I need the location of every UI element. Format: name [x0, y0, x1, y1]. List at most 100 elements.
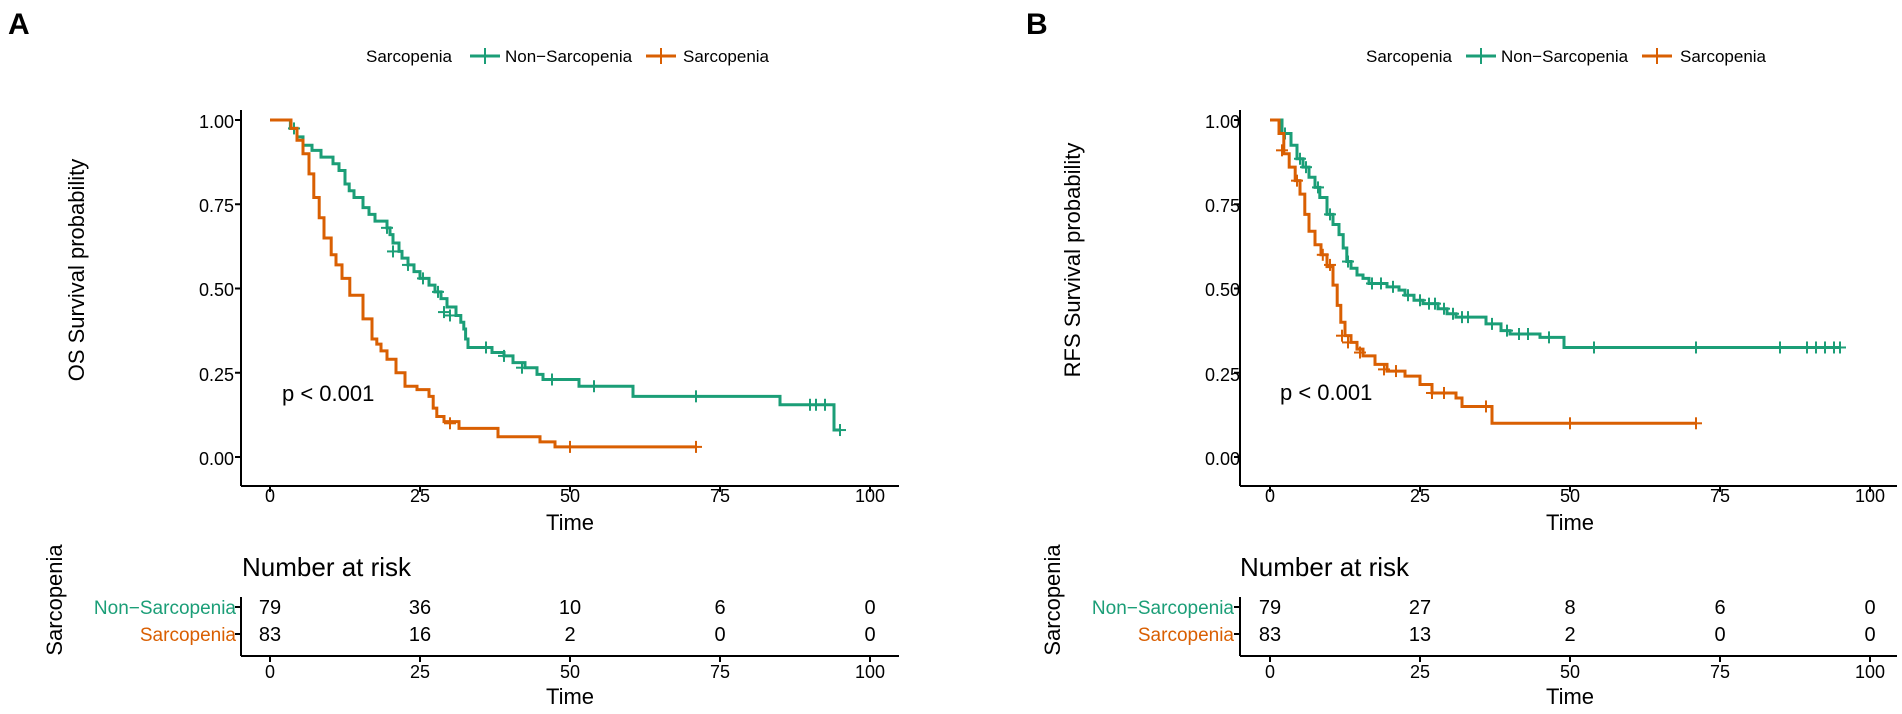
- y-tick-label: 0.25: [199, 365, 234, 385]
- risk-row-label-sarcopenia: Sarcopenia: [140, 625, 237, 646]
- censor-mark: [1774, 341, 1786, 354]
- risk-x-tick-label: 75: [710, 662, 730, 682]
- censor-mark: [1402, 289, 1414, 302]
- censor-mark: [1312, 181, 1324, 194]
- x-tick-label: 0: [265, 486, 275, 506]
- panel-a: A Sarcopenia Non−Sarcopenia Sarcopenia O…: [8, 8, 899, 709]
- censor-mark: [1501, 324, 1513, 337]
- risk-cell: 0: [864, 597, 875, 619]
- risk-cell: 0: [1714, 624, 1725, 646]
- censor-mark: [1588, 341, 1600, 354]
- risk-cell: 2: [564, 624, 575, 646]
- censor-mark: [546, 373, 558, 386]
- censor-mark: [1336, 329, 1348, 342]
- censor-mark: [402, 258, 414, 271]
- x-axis-label: Time: [546, 510, 594, 535]
- series-sarcopenia: [1270, 118, 1702, 430]
- risk-table-title: Number at risk: [242, 552, 412, 582]
- censor-mark: [690, 390, 702, 403]
- censor-mark: [1276, 144, 1288, 157]
- legend-label-non-sarcopenia: Non−Sarcopenia: [1501, 47, 1629, 66]
- censor-mark: [834, 424, 846, 437]
- risk-x-tick-label: 50: [1560, 662, 1580, 682]
- y-tick-labels: 0.00 0.25 0.50 0.75 1.00: [1205, 112, 1240, 469]
- risk-cell: 27: [1409, 597, 1431, 619]
- censor-mark: [516, 361, 528, 374]
- censor-mark: [1834, 341, 1846, 354]
- censor-mark: [1375, 277, 1387, 290]
- x-tick-labels: 0 25 50 75 100: [265, 486, 885, 506]
- censor-mark: [1486, 317, 1498, 330]
- risk-cell: 0: [714, 624, 725, 646]
- censor-mark: [588, 380, 600, 393]
- risk-table-axis: [1234, 597, 1897, 662]
- censor-mark: [1543, 331, 1555, 344]
- censor-mark: [1690, 417, 1702, 430]
- y-tick-label: 0.75: [1205, 196, 1240, 216]
- x-tick-labels: 0 25 50 75 100: [1265, 486, 1885, 506]
- legend: Sarcopenia Non−Sarcopenia Sarcopenia: [366, 47, 770, 66]
- survival-curve: [270, 118, 696, 449]
- legend-swatch-non-sarcopenia: [470, 48, 500, 64]
- censor-mark: [381, 221, 393, 234]
- censor-mark: [1324, 208, 1336, 221]
- legend-title: Sarcopenia: [1366, 47, 1453, 66]
- censor-mark: [417, 272, 429, 285]
- risk-x-tick-label: 100: [855, 662, 885, 682]
- series-sarcopenia: [270, 118, 702, 453]
- risk-x-tick-label: 0: [265, 662, 275, 682]
- risk-cell: 6: [1714, 597, 1725, 619]
- x-tick-label: 75: [1710, 486, 1730, 506]
- y-tick-label: 0.00: [1205, 449, 1240, 469]
- censor-mark: [819, 398, 831, 411]
- x-tick-label: 25: [410, 486, 430, 506]
- survival-curve: [270, 118, 840, 432]
- censor-mark: [1378, 363, 1390, 376]
- series-non-sarcopenia: [1270, 118, 1846, 354]
- risk-x-tick-label: 25: [1410, 662, 1430, 682]
- risk-cell: 79: [259, 597, 281, 619]
- risk-row-label-non-sarcopenia: Non−Sarcopenia: [94, 598, 237, 619]
- censor-mark: [480, 341, 492, 354]
- censor-mark: [444, 309, 456, 322]
- series-non-sarcopenia: [270, 118, 846, 437]
- censor-mark: [498, 349, 510, 362]
- legend-title: Sarcopenia: [366, 47, 453, 66]
- censor-mark: [1342, 336, 1354, 349]
- y-tick-label: 0.75: [199, 196, 234, 216]
- risk-cell: 79: [1259, 597, 1281, 619]
- risk-table-axis: [235, 597, 899, 662]
- p-value-annotation: p < 0.001: [282, 381, 374, 406]
- risk-cell: 13: [1409, 624, 1431, 646]
- censor-mark: [1438, 302, 1450, 315]
- y-tick-label: 0.50: [199, 280, 234, 300]
- legend: Sarcopenia Non−Sarcopenia Sarcopenia: [1366, 47, 1767, 66]
- censor-mark: [1300, 161, 1312, 174]
- legend-label-sarcopenia: Sarcopenia: [1680, 47, 1767, 66]
- plot-axes: [1234, 110, 1897, 492]
- x-tick-label: 50: [560, 486, 580, 506]
- censor-mark: [1390, 365, 1402, 378]
- y-axis-label: OS Survival probability: [64, 159, 89, 382]
- censor-mark: [690, 440, 702, 453]
- legend-swatch-sarcopenia: [1642, 48, 1672, 64]
- y-tick-label: 1.00: [199, 112, 234, 132]
- censor-mark: [1324, 258, 1336, 271]
- censor-mark: [1294, 152, 1306, 165]
- censor-mark: [1438, 386, 1450, 399]
- x-tick-label: 75: [710, 486, 730, 506]
- risk-cell: 10: [559, 597, 581, 619]
- censor-mark: [1342, 255, 1354, 268]
- censor-mark: [564, 440, 576, 453]
- risk-table: Number at risk Sarcopenia Non−Sarcopenia…: [42, 544, 899, 709]
- censor-mark: [1429, 297, 1441, 310]
- censor-mark: [1414, 294, 1426, 307]
- censor-mark: [387, 245, 399, 258]
- censor-mark: [1564, 417, 1576, 430]
- legend-label-sarcopenia: Sarcopenia: [683, 47, 770, 66]
- risk-cell: 0: [1864, 624, 1875, 646]
- y-tick-label: 1.00: [1205, 112, 1240, 132]
- y-axis-label: RFS Survival probability: [1060, 143, 1085, 378]
- censor-mark: [1480, 400, 1492, 413]
- censor-mark: [1447, 307, 1459, 320]
